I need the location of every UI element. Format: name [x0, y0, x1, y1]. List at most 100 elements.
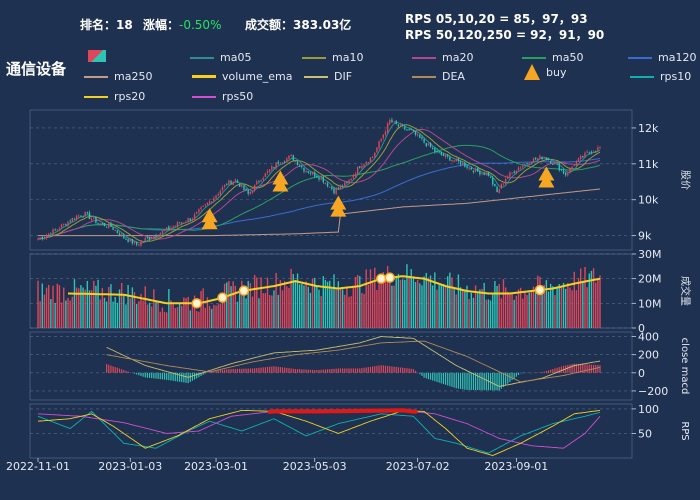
- volume-bar: [268, 295, 271, 328]
- volume-bar: [264, 293, 267, 328]
- volume-bar: [427, 277, 430, 328]
- volume-bar: [67, 297, 69, 328]
- candle-body: [462, 162, 464, 165]
- macd-histogram-bar: [569, 364, 571, 373]
- candle-body: [191, 218, 194, 220]
- x-tick-label: 2023-01-03: [98, 460, 162, 473]
- volume-bar: [504, 287, 507, 328]
- volume-bar: [584, 266, 586, 328]
- candle-body: [103, 222, 106, 226]
- candle-body: [108, 223, 110, 228]
- macd-histogram-bar: [284, 367, 286, 373]
- macd-histogram-bar: [389, 366, 391, 373]
- volume-bar: [344, 294, 346, 328]
- candle-body: [481, 173, 483, 175]
- volume-bar: [477, 293, 479, 328]
- macd-histogram-bar: [580, 364, 582, 373]
- candle-body: [344, 182, 346, 187]
- volume-bar: [110, 284, 112, 328]
- macd-histogram-bar: [204, 372, 206, 374]
- macd-histogram-bar: [123, 370, 125, 373]
- macd-histogram-bar: [191, 372, 194, 381]
- macd-histogram-bar: [496, 372, 498, 391]
- volume-bar: [466, 285, 468, 328]
- candle-body: [228, 180, 230, 185]
- candle-body: [271, 166, 273, 170]
- macd-histogram-bar: [228, 369, 230, 373]
- volume-bar: [37, 280, 39, 328]
- macd-histogram-bar: [352, 368, 354, 373]
- macd-histogram-bar: [251, 368, 254, 373]
- macd-histogram-bar: [457, 372, 460, 389]
- legend-volume-ema: volume_ema: [192, 70, 292, 83]
- chart-legend: ma05 ma10 ma20 ma50 ma120 ma250 volume_e…: [0, 0, 700, 110]
- candle-body: [314, 172, 316, 177]
- macd-histogram-bar: [311, 369, 314, 373]
- candle-body: [492, 177, 494, 185]
- candle-body: [125, 238, 127, 240]
- volume-bar: [243, 295, 245, 328]
- volume-bar: [494, 280, 496, 328]
- macd-histogram-bar: [148, 372, 151, 378]
- candle-body: [404, 126, 406, 130]
- volume-bar: [133, 292, 136, 328]
- macd-histogram-bar: [198, 372, 200, 378]
- candle-body: [37, 239, 39, 241]
- volume-bar: [223, 283, 226, 328]
- macd-histogram-bar: [466, 372, 468, 390]
- macd-histogram-bar: [464, 372, 466, 390]
- candle-body: [440, 151, 442, 155]
- candle-body: [238, 183, 241, 187]
- candle-body: [333, 188, 335, 194]
- candle-body: [159, 233, 161, 236]
- volume-bar: [311, 278, 314, 328]
- volume-bar: [163, 311, 166, 328]
- volume-bar: [513, 299, 515, 328]
- macd-tick-label: −200: [638, 385, 668, 398]
- volume-bar: [65, 300, 67, 328]
- macd-histogram-bar: [573, 363, 575, 373]
- legend-buy: buy: [520, 64, 566, 80]
- candle-body: [564, 172, 567, 176]
- candle-body: [567, 173, 569, 176]
- price-tick-label: 11k: [638, 158, 659, 171]
- macd-histogram-bar: [170, 372, 172, 381]
- candle-body: [348, 179, 350, 184]
- volume-bar: [384, 275, 387, 328]
- rps-tick-label: 50: [638, 427, 652, 440]
- candle-body: [174, 225, 176, 227]
- volume-bar: [464, 291, 466, 328]
- macd-histogram-bar: [230, 368, 232, 373]
- volume-bar: [198, 311, 200, 328]
- candle-body: [391, 119, 393, 123]
- macd-histogram-bar: [307, 369, 309, 373]
- candle-body: [298, 165, 301, 167]
- macd-histogram-bar: [189, 372, 191, 382]
- volume-bar: [172, 304, 174, 328]
- macd-histogram-bar: [500, 372, 502, 389]
- candle-body: [389, 119, 391, 125]
- volume-bar: [378, 278, 380, 328]
- macd-histogram-bar: [485, 372, 487, 391]
- macd-histogram-bar: [571, 364, 573, 373]
- candle-body: [545, 157, 548, 160]
- candle-body: [408, 128, 410, 130]
- legend-label: ma120: [658, 51, 697, 64]
- rps-tick-label: 100: [638, 403, 659, 416]
- candle-body: [133, 241, 136, 244]
- candle-body: [110, 223, 112, 227]
- volume-bar: [314, 277, 316, 328]
- volume-bar: [434, 272, 436, 328]
- volume-bar: [148, 302, 151, 328]
- volume-marker: [534, 284, 546, 296]
- candle-body: [406, 129, 408, 131]
- volume-bar: [296, 273, 299, 328]
- macd-histogram-bar: [354, 368, 357, 373]
- candle-body: [219, 190, 222, 195]
- macd-histogram-bar: [376, 365, 378, 373]
- macd-histogram-bar: [577, 363, 580, 373]
- macd-histogram-bar: [380, 365, 382, 373]
- volume-bar: [472, 297, 475, 328]
- macd-histogram-bar: [129, 372, 131, 373]
- candle-body: [410, 128, 412, 131]
